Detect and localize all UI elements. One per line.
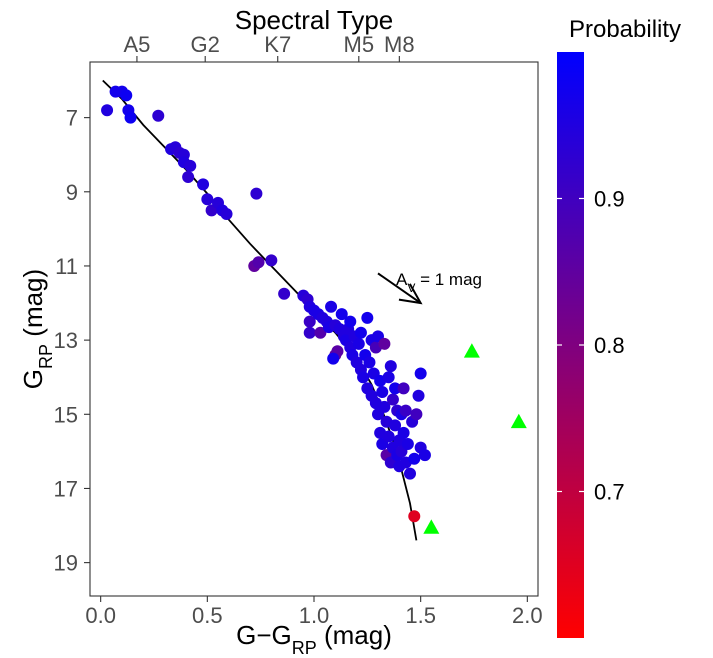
- top-tick-label: M8: [384, 32, 415, 57]
- member-point: [314, 326, 327, 339]
- member-point: [344, 315, 357, 328]
- triangle-point: [510, 413, 527, 429]
- member-point: [265, 254, 278, 267]
- member-point: [382, 430, 395, 443]
- x-axis: 0.0 0.5 1.0 1.5 2.0: [85, 596, 543, 628]
- member-point: [250, 187, 263, 200]
- top-axis-title: Spectral Type: [235, 5, 394, 35]
- triangle-points-layer: [423, 343, 527, 534]
- y-tick-label: 13: [54, 328, 78, 353]
- member-point: [363, 356, 376, 369]
- member-point: [408, 510, 421, 523]
- y-tick-label: 9: [66, 180, 78, 205]
- top-axis-ticks: A5 G2 K7 M5 M8: [123, 32, 415, 62]
- colorbar-tick-label: 0.8: [594, 333, 625, 358]
- member-point: [361, 311, 374, 324]
- member-point: [354, 326, 367, 339]
- member-point: [325, 300, 338, 313]
- member-point: [182, 170, 195, 183]
- x-tick-label: 1.0: [299, 603, 330, 628]
- member-point: [408, 452, 421, 465]
- member-point: [124, 111, 137, 124]
- y-axis: 7 9 11 13 15 17 19: [54, 106, 90, 576]
- member-point: [376, 386, 389, 399]
- member-point: [152, 109, 165, 122]
- colorbar-tick-label: 0.9: [594, 187, 625, 212]
- member-point: [389, 382, 402, 395]
- colorbar-title: Probability: [569, 16, 681, 43]
- top-tick-label: G2: [191, 32, 220, 57]
- member-point: [252, 256, 265, 269]
- member-point: [352, 337, 365, 350]
- member-point: [327, 352, 340, 365]
- member-points-layer: [101, 85, 431, 523]
- member-point: [382, 371, 395, 384]
- member-point: [397, 382, 410, 395]
- member-point: [101, 104, 114, 117]
- x-tick-label: 0.5: [192, 603, 223, 628]
- member-point: [201, 193, 214, 206]
- extinction-arrowhead: [398, 283, 423, 305]
- triangle-point: [423, 519, 440, 534]
- member-point: [389, 419, 402, 432]
- member-point: [397, 426, 410, 439]
- member-point: [120, 89, 133, 102]
- x-tick-label: 2.0: [512, 603, 543, 628]
- x-tick-label: 1.5: [405, 603, 436, 628]
- member-point: [278, 287, 291, 300]
- member-point: [401, 437, 414, 450]
- member-point: [414, 367, 427, 380]
- member-point: [184, 159, 197, 172]
- top-tick-label: K7: [264, 32, 291, 57]
- member-point: [220, 208, 233, 221]
- member-point: [378, 400, 391, 413]
- y-tick-label: 17: [54, 476, 78, 501]
- member-point: [399, 404, 412, 417]
- member-point: [410, 408, 423, 421]
- member-point: [378, 337, 391, 350]
- member-point: [412, 389, 425, 402]
- member-point: [303, 315, 316, 328]
- member-point: [197, 178, 210, 191]
- top-tick-label: M5: [344, 32, 375, 57]
- x-axis-title: G−GRP (mag): [236, 620, 392, 658]
- member-point: [335, 308, 348, 321]
- y-tick-label: 19: [54, 551, 78, 576]
- member-point: [386, 393, 399, 406]
- top-tick-label: A5: [123, 32, 150, 57]
- member-point: [384, 360, 397, 373]
- x-tick-label: 0.0: [85, 603, 116, 628]
- extinction-annotation: AV = 1 mag: [377, 270, 482, 305]
- y-tick-label: 11: [55, 254, 78, 279]
- triangle-point: [463, 343, 480, 358]
- member-point: [303, 326, 316, 339]
- member-point: [418, 449, 431, 462]
- colorbar-tick-label: 0.7: [594, 480, 625, 505]
- member-point: [357, 371, 370, 384]
- extinction-arrow: [377, 272, 422, 304]
- member-point: [404, 467, 416, 480]
- colorbar-ticks: 0.7 0.8 0.9: [557, 187, 625, 505]
- y-axis-title: GRP (mag): [18, 269, 56, 389]
- y-tick-label: 15: [54, 402, 78, 427]
- y-tick-label: 7: [66, 106, 78, 131]
